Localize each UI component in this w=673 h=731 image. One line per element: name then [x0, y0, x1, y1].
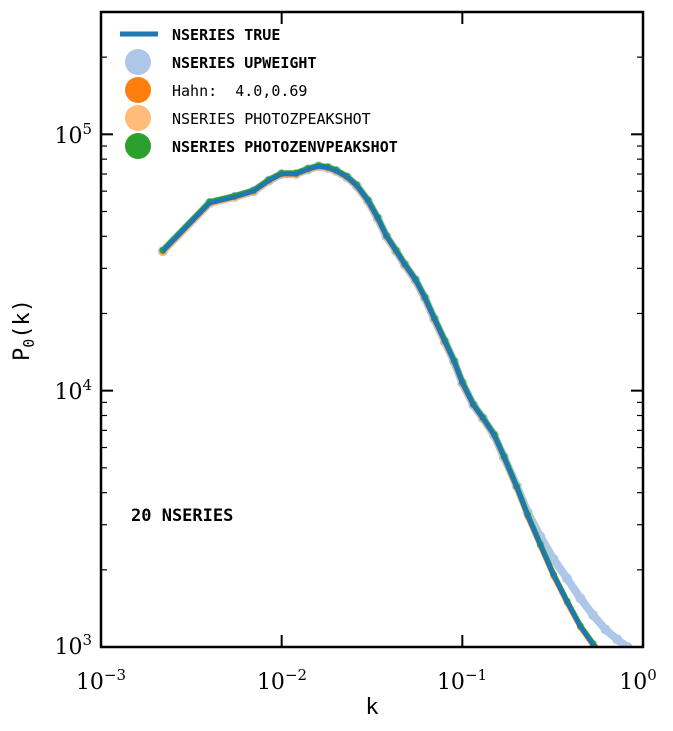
data-point	[588, 610, 598, 620]
legend-label-true: NSERIES TRUE	[172, 26, 280, 44]
legend-label-hahn: Hahn: 4.0,0.69	[172, 82, 307, 100]
x-axis-label: k	[365, 695, 378, 720]
annotation-text: 20 NSERIES	[131, 506, 233, 526]
legend-marker-photozenvpeakshot	[125, 133, 151, 159]
data-point	[612, 634, 622, 644]
legend-marker-hahn	[125, 77, 151, 103]
legend-label-photozpeakshot: NSERIES PHOTOZPEAKSHOT	[172, 110, 371, 128]
legend-marker-photozpeakshot	[125, 105, 151, 131]
data-point	[600, 625, 610, 635]
legend-marker-upweight	[125, 49, 151, 75]
legend-label-photozenvpeakshot: NSERIES PHOTOZENVPEAKSHOT	[172, 138, 398, 156]
data-point	[575, 593, 585, 603]
data-point	[562, 574, 572, 584]
legend-label-upweight: NSERIES UPWEIGHT	[172, 54, 317, 72]
plot-area	[101, 12, 643, 647]
y-axis-label: P0(k)	[10, 299, 38, 361]
